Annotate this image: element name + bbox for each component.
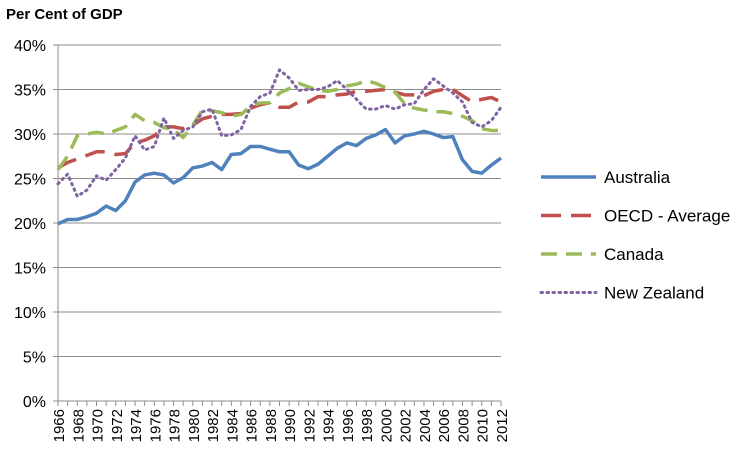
legend: Australia OECD - Average Canada New Zealand [539,168,730,303]
x-tick-label: 1968 [70,409,87,442]
series-line-australia [57,127,503,226]
legend-label: OECD - Average [604,207,730,226]
x-tick-label: 2004 [417,409,434,442]
gridlines [58,44,501,357]
x-tick-label: 2010 [475,409,492,442]
x-tick-label: 1996 [340,409,357,442]
chart-title: Per Cent of GDP [6,6,123,23]
x-tick-label: 1990 [282,409,299,442]
x-tick-label: 2012 [494,409,511,442]
x-tick-label: 1984 [224,409,241,442]
x-tick-label: 1992 [301,409,318,442]
x-tick-label: 1998 [359,409,376,442]
series-line-oecd-average [57,87,502,170]
legend-label: New Zealand [604,284,704,303]
x-tick-label: 1978 [167,409,184,442]
x-tick-label: 2006 [436,409,453,442]
y-tick-label: 20% [14,216,46,233]
x-tick-label: 1986 [244,409,261,442]
y-tick-label: 35% [14,83,46,100]
series-lines [56,68,503,226]
x-tick-label: 1972 [109,409,126,442]
legend-label: Australia [604,168,671,187]
y-tick-label: 30% [14,127,46,144]
y-tick-label: 25% [14,172,46,189]
x-tick-label: 1988 [263,409,280,442]
x-tick-label: 2008 [455,409,472,442]
x-tick-label: 1966 [51,409,68,442]
axes: 0%5%10%15%20%25%30%35%40%1966 1968 1970 197… [14,38,511,442]
series-line-canada [56,78,501,171]
y-tick-label: 0% [23,394,46,411]
x-tick-label: 2002 [398,409,415,442]
x-tick-label: 1976 [147,409,164,442]
series-line-new-zealand [56,68,503,198]
x-tick-label: 1982 [205,409,222,442]
x-tick-label: 2000 [378,409,395,442]
x-tick-label: 1970 [90,409,107,442]
y-tick-label: 5% [23,350,46,367]
x-tick-label: 1994 [321,409,338,442]
legend-label: Canada [604,245,664,264]
y-tick-label: 40% [14,38,46,55]
y-tick-label: 15% [14,261,46,278]
x-tick-label: 1974 [128,409,145,442]
y-tick-label: 10% [14,305,46,322]
x-tick-label: 1980 [186,409,203,442]
